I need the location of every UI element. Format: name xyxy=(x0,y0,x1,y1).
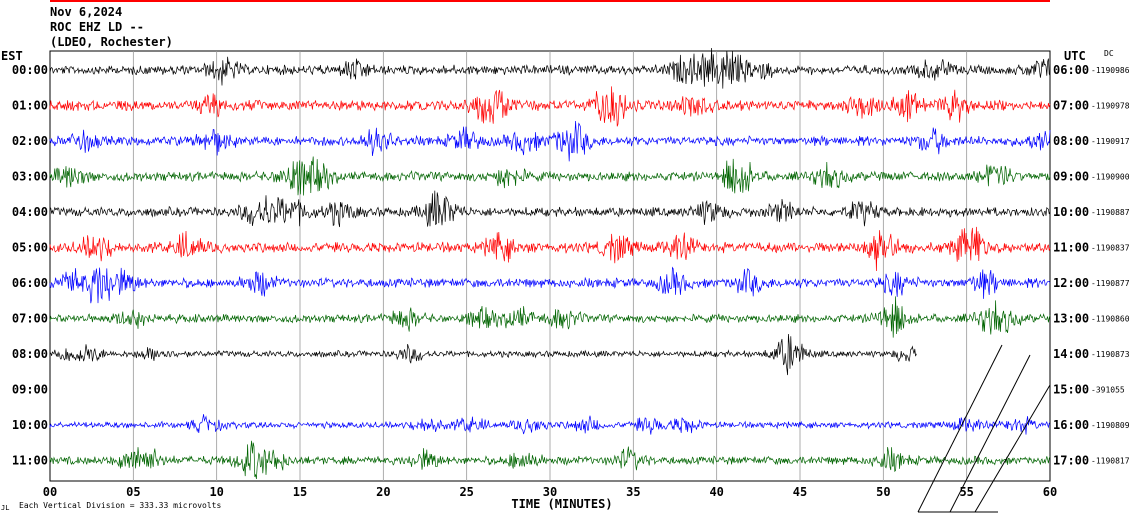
est-row-label: 01:00 xyxy=(12,99,48,113)
x-tick-label: 50 xyxy=(876,485,890,499)
utc-row-label: 17:00 xyxy=(1053,454,1089,468)
x-tick-label: 30 xyxy=(543,485,557,499)
x-tick-label: 25 xyxy=(459,485,473,499)
trace-row-1100 xyxy=(49,440,1051,480)
diagonal-marks xyxy=(917,344,1051,513)
right-corner-label: DC xyxy=(1104,49,1114,58)
est-row-label: 05:00 xyxy=(12,241,48,255)
header-station: ROC EHZ LD -- xyxy=(50,20,144,34)
dc-offset-label: -1190978 xyxy=(1091,102,1130,111)
dc-offset-label: -1190837 xyxy=(1091,244,1130,253)
est-row-label: 03:00 xyxy=(12,170,48,184)
est-row-label: 10:00 xyxy=(12,418,48,432)
x-axis-label: TIME (MINUTES) xyxy=(511,497,612,511)
est-row-label: 02:00 xyxy=(12,134,48,148)
x-tick-label: 45 xyxy=(793,485,807,499)
utc-row-label: 15:00 xyxy=(1053,383,1089,397)
dc-offset-label: -1190887 xyxy=(1091,208,1130,217)
dc-offset-label: -1190860 xyxy=(1091,315,1130,324)
x-tick-label: 00 xyxy=(43,485,57,499)
x-tick-label: 55 xyxy=(959,485,973,499)
x-tick-labels: 00 05 10 15 20 25 30 35 40 45 50 55 60 xyxy=(43,485,1057,499)
utc-row-label: 08:00 xyxy=(1053,134,1089,148)
x-tick-label: 20 xyxy=(376,485,390,499)
dc-offset-label: -1190809 xyxy=(1091,421,1130,430)
trace-row-0500 xyxy=(49,226,1051,272)
est-row-label: 09:00 xyxy=(12,383,48,397)
trace-row-0200 xyxy=(49,120,1051,162)
trace-row-0700 xyxy=(49,296,1051,338)
x-tick-label: 60 xyxy=(1043,485,1057,499)
trace-row-0400 xyxy=(49,190,1051,228)
header-network: (LDEO, Rochester) xyxy=(50,35,173,49)
utc-row-label: 06:00 xyxy=(1053,63,1089,77)
x-tick-label: 10 xyxy=(209,485,223,499)
trace-row-0000 xyxy=(49,47,1051,89)
dc-offset-label: -1190917 xyxy=(1091,137,1130,146)
utc-row-label: 11:00 xyxy=(1053,241,1089,255)
scale-note: Each Vertical Division = 333.33 microvol… xyxy=(19,501,221,510)
utc-row-label: 07:00 xyxy=(1053,99,1089,113)
est-row-label: 04:00 xyxy=(12,205,48,219)
dc-offset-label: -1190817 xyxy=(1091,457,1130,466)
x-tick-label: 35 xyxy=(626,485,640,499)
vertical-gridlines xyxy=(132,51,968,481)
seismic-traces xyxy=(49,47,1051,480)
left-axis-label: EST xyxy=(1,49,23,63)
utc-row-label: 10:00 xyxy=(1053,205,1089,219)
est-row-label: 07:00 xyxy=(12,312,48,326)
trace-row-0300 xyxy=(49,156,1051,196)
est-row-label: 11:00 xyxy=(12,454,48,468)
right-axis-label: UTC xyxy=(1064,49,1086,63)
est-row-label: 00:00 xyxy=(12,63,48,77)
utc-row-label: 12:00 xyxy=(1053,276,1089,290)
utc-row-label: 09:00 xyxy=(1053,170,1089,184)
dc-offset-label: -1190986 xyxy=(1091,66,1130,75)
x-tick-label: 15 xyxy=(293,485,307,499)
est-row-label: 06:00 xyxy=(12,276,48,290)
trace-row-1000 xyxy=(49,414,1051,435)
trace-row-0800 xyxy=(49,333,917,376)
trace-row-0100 xyxy=(49,86,1051,127)
x-tick-label: 40 xyxy=(709,485,723,499)
trace-row-0600 xyxy=(49,266,1051,304)
utc-row-label: 14:00 xyxy=(1053,347,1089,361)
est-row-label: 08:00 xyxy=(12,347,48,361)
scale-note-icon: JL xyxy=(1,504,9,512)
dc-offset-label: -1190873 xyxy=(1091,350,1130,359)
dc-offset-label: -1190900 xyxy=(1091,173,1130,182)
dc-offset-label: -1190877 xyxy=(1091,279,1130,288)
utc-row-label: 16:00 xyxy=(1053,418,1089,432)
x-tick-label: 05 xyxy=(126,485,140,499)
dc-offset-label: -391055 xyxy=(1091,386,1125,395)
utc-row-label: 13:00 xyxy=(1053,312,1089,326)
header-date: Nov 6,2024 xyxy=(50,5,122,19)
